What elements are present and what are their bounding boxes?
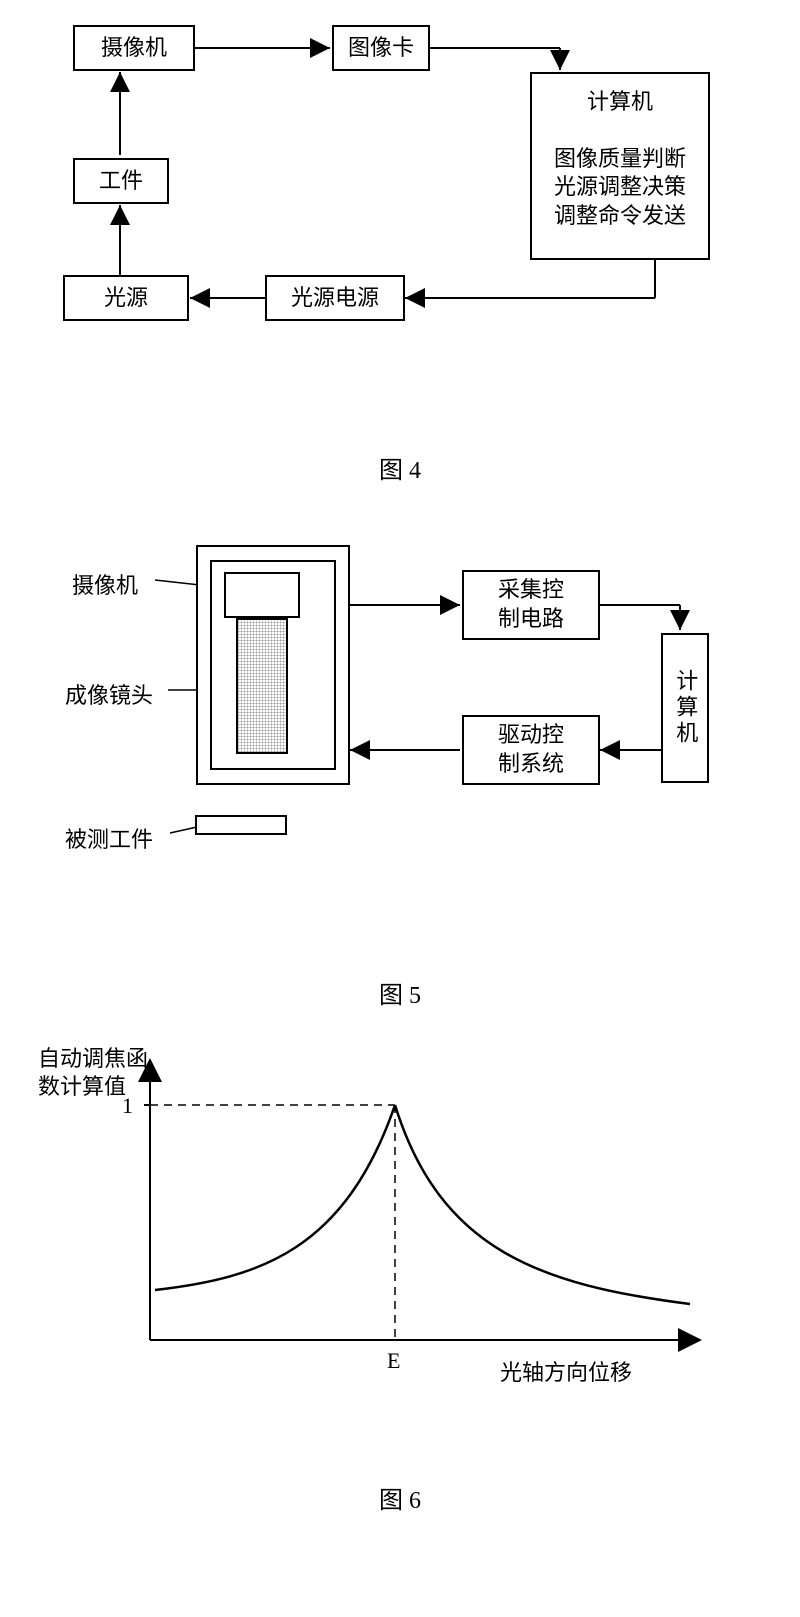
- box-computer-lines: 图像质量判断 光源调整决策 调整命令发送: [554, 145, 686, 231]
- fig5-label-workpiece: 被测工件: [65, 822, 153, 854]
- box-power: 光源电源: [265, 275, 405, 321]
- fig6-xtick: E: [387, 1348, 400, 1374]
- fig4-caption: 图 4: [0, 450, 800, 485]
- fig6-xlabel: 光轴方向位移: [500, 1355, 632, 1387]
- figure-4: 摄像机 图像卡 计算机 图像质量判断 光源调整决策 调整命令发送 工件 光源 光…: [0, 0, 800, 430]
- box-drive: 驱动控 制系统: [462, 715, 600, 785]
- box-camera: 摄像机: [73, 25, 195, 71]
- fig5-label-lens: 成像镜头: [65, 678, 153, 710]
- box-light: 光源: [63, 275, 189, 321]
- box-acq-label: 采集控 制电路: [498, 576, 564, 633]
- camera-body: [224, 572, 300, 618]
- workpiece-body: [195, 815, 287, 835]
- box-light-label: 光源: [104, 284, 148, 313]
- figure-5: 摄像机 成像镜头 被测工件 采集控 制电路 驱动控 制系统 计算机: [0, 515, 800, 955]
- lens-body: [236, 618, 288, 754]
- fig6-caption: 图 6: [0, 1480, 800, 1515]
- box-power-label: 光源电源: [291, 284, 379, 313]
- box-computer5: 计算机: [661, 633, 709, 783]
- fig6-chart: [0, 1040, 800, 1460]
- box-imagecard: 图像卡: [332, 25, 430, 71]
- fig6-ytick: 1: [122, 1093, 133, 1119]
- box-drive-label: 驱动控 制系统: [498, 721, 564, 778]
- fig5-caption: 图 5: [0, 975, 800, 1010]
- box-camera-label: 摄像机: [101, 34, 167, 63]
- box-computer-title: 计算机: [587, 88, 653, 117]
- box-computer: 计算机 图像质量判断 光源调整决策 调整命令发送: [530, 72, 710, 260]
- box-workpiece-label: 工件: [99, 167, 143, 196]
- fig5-label-camera: 摄像机: [72, 568, 138, 600]
- fig6-ylabel: 自动调焦函 数计算值: [38, 1045, 148, 1100]
- figure-6: 自动调焦函 数计算值 1 E 光轴方向位移: [0, 1040, 800, 1460]
- box-imagecard-label: 图像卡: [348, 34, 414, 63]
- box-acq: 采集控 制电路: [462, 570, 600, 640]
- box-computer5-label: 计算机: [671, 669, 700, 747]
- box-workpiece: 工件: [73, 158, 169, 204]
